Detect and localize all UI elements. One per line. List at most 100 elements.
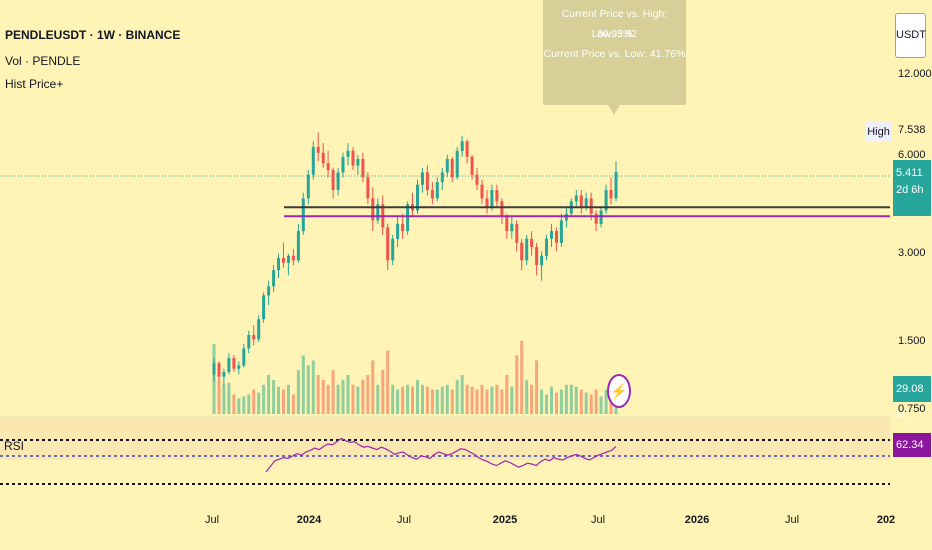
- volume-bar: [455, 379, 459, 414]
- candle-body: [346, 150, 350, 157]
- candle: [609, 177, 613, 205]
- candle-body: [430, 190, 434, 199]
- candle-body: [262, 295, 266, 320]
- last-price-tag: 5.411 2d 6h: [893, 160, 931, 216]
- candle-body: [341, 156, 345, 173]
- volume-bar: [515, 355, 519, 414]
- volume-bar: [267, 375, 271, 414]
- candle: [212, 358, 216, 382]
- candle-body: [435, 182, 439, 199]
- volume-value-tag: 29.08 M: [893, 376, 931, 421]
- candle: [321, 143, 325, 168]
- currency-button[interactable]: USDT: [895, 13, 926, 58]
- candle: [291, 249, 295, 266]
- candle: [316, 132, 320, 162]
- candle-body: [559, 220, 563, 243]
- volume-bar: [500, 389, 504, 414]
- candle-body: [336, 172, 340, 190]
- candle: [505, 213, 509, 239]
- candle: [351, 146, 355, 170]
- volume-bar: [470, 386, 474, 414]
- candle: [465, 139, 469, 164]
- tooltip-high-line: Current Price vs. High: 30.95%: [561, 8, 668, 40]
- candle-body: [237, 365, 241, 369]
- indicator-legend[interactable]: Hist Price+: [5, 77, 64, 91]
- candle-body: [212, 363, 216, 375]
- candle: [599, 207, 603, 228]
- candle: [371, 187, 375, 232]
- candle-body: [500, 201, 504, 217]
- candle: [257, 315, 261, 342]
- candle: [366, 172, 370, 205]
- candle-body: [584, 198, 588, 208]
- candle-body: [550, 231, 553, 239]
- candle-body: [396, 223, 400, 239]
- volume-bar: [291, 394, 295, 414]
- candle-body: [535, 247, 539, 266]
- rsi-label[interactable]: RSI: [4, 439, 25, 453]
- candle: [381, 195, 385, 235]
- volume-bar: [227, 382, 231, 414]
- candle: [331, 167, 335, 199]
- candle-body: [227, 358, 231, 372]
- candle: [421, 167, 424, 193]
- candle-body: [222, 372, 226, 377]
- candle: [579, 190, 583, 214]
- volume-bar: [346, 375, 350, 414]
- candle: [490, 184, 494, 211]
- y-tick-1-5: 1.500: [898, 335, 926, 347]
- candle-body: [416, 184, 419, 211]
- y-tick-12: 12.000: [898, 68, 932, 80]
- volume-bar: [520, 340, 524, 414]
- candle-body: [421, 172, 424, 185]
- symbol-legend[interactable]: PENDLEUSDT · 1W · BINANCE: [5, 28, 181, 42]
- candle-body: [386, 227, 390, 261]
- last-price-value: 5.411: [896, 167, 923, 179]
- candle-body: [316, 146, 320, 153]
- candle: [242, 343, 246, 368]
- volume-bar: [396, 389, 400, 414]
- candle: [217, 361, 221, 381]
- candle: [455, 146, 459, 180]
- candle: [510, 217, 514, 239]
- y-tick-3: 3.000: [898, 247, 926, 259]
- volume-bar: [406, 384, 410, 415]
- candle: [356, 154, 360, 175]
- volume-bar: [564, 384, 568, 415]
- candle-body: [326, 163, 330, 170]
- volume-bar: [599, 396, 603, 414]
- volume-bar: [277, 386, 280, 414]
- x-tick-7: 202: [876, 514, 896, 526]
- candle-body: [515, 223, 519, 243]
- candle: [470, 154, 474, 180]
- tooltip-low-line: Low: 3.82: [591, 28, 638, 40]
- volume-legend[interactable]: Vol · PENDLE: [5, 54, 81, 68]
- candle: [525, 234, 529, 266]
- candle-body: [301, 198, 305, 232]
- candle: [425, 165, 429, 196]
- flash-icon[interactable]: ⚡: [607, 374, 631, 408]
- volume-bar: [242, 396, 246, 414]
- candle: [376, 198, 380, 224]
- candles: [212, 132, 618, 387]
- candle: [396, 217, 400, 247]
- candle-body: [306, 174, 310, 199]
- volume-bar: [530, 384, 534, 415]
- candle: [574, 190, 578, 208]
- volume-bar: [341, 379, 345, 414]
- tooltip-arrow: [608, 105, 620, 115]
- volume-bar: [371, 360, 375, 414]
- y-tick-6: 6.000: [898, 149, 926, 161]
- candle-body: [232, 358, 236, 369]
- volume-bar: [594, 389, 598, 414]
- volume-bar: [445, 384, 449, 415]
- candle-body: [445, 159, 449, 173]
- candle-body: [609, 190, 613, 199]
- candle-body: [401, 223, 405, 232]
- candle-body: [525, 238, 529, 261]
- candle-body: [614, 172, 618, 199]
- candle-body: [460, 141, 464, 151]
- volume-bar: [535, 360, 539, 414]
- candle: [530, 231, 534, 256]
